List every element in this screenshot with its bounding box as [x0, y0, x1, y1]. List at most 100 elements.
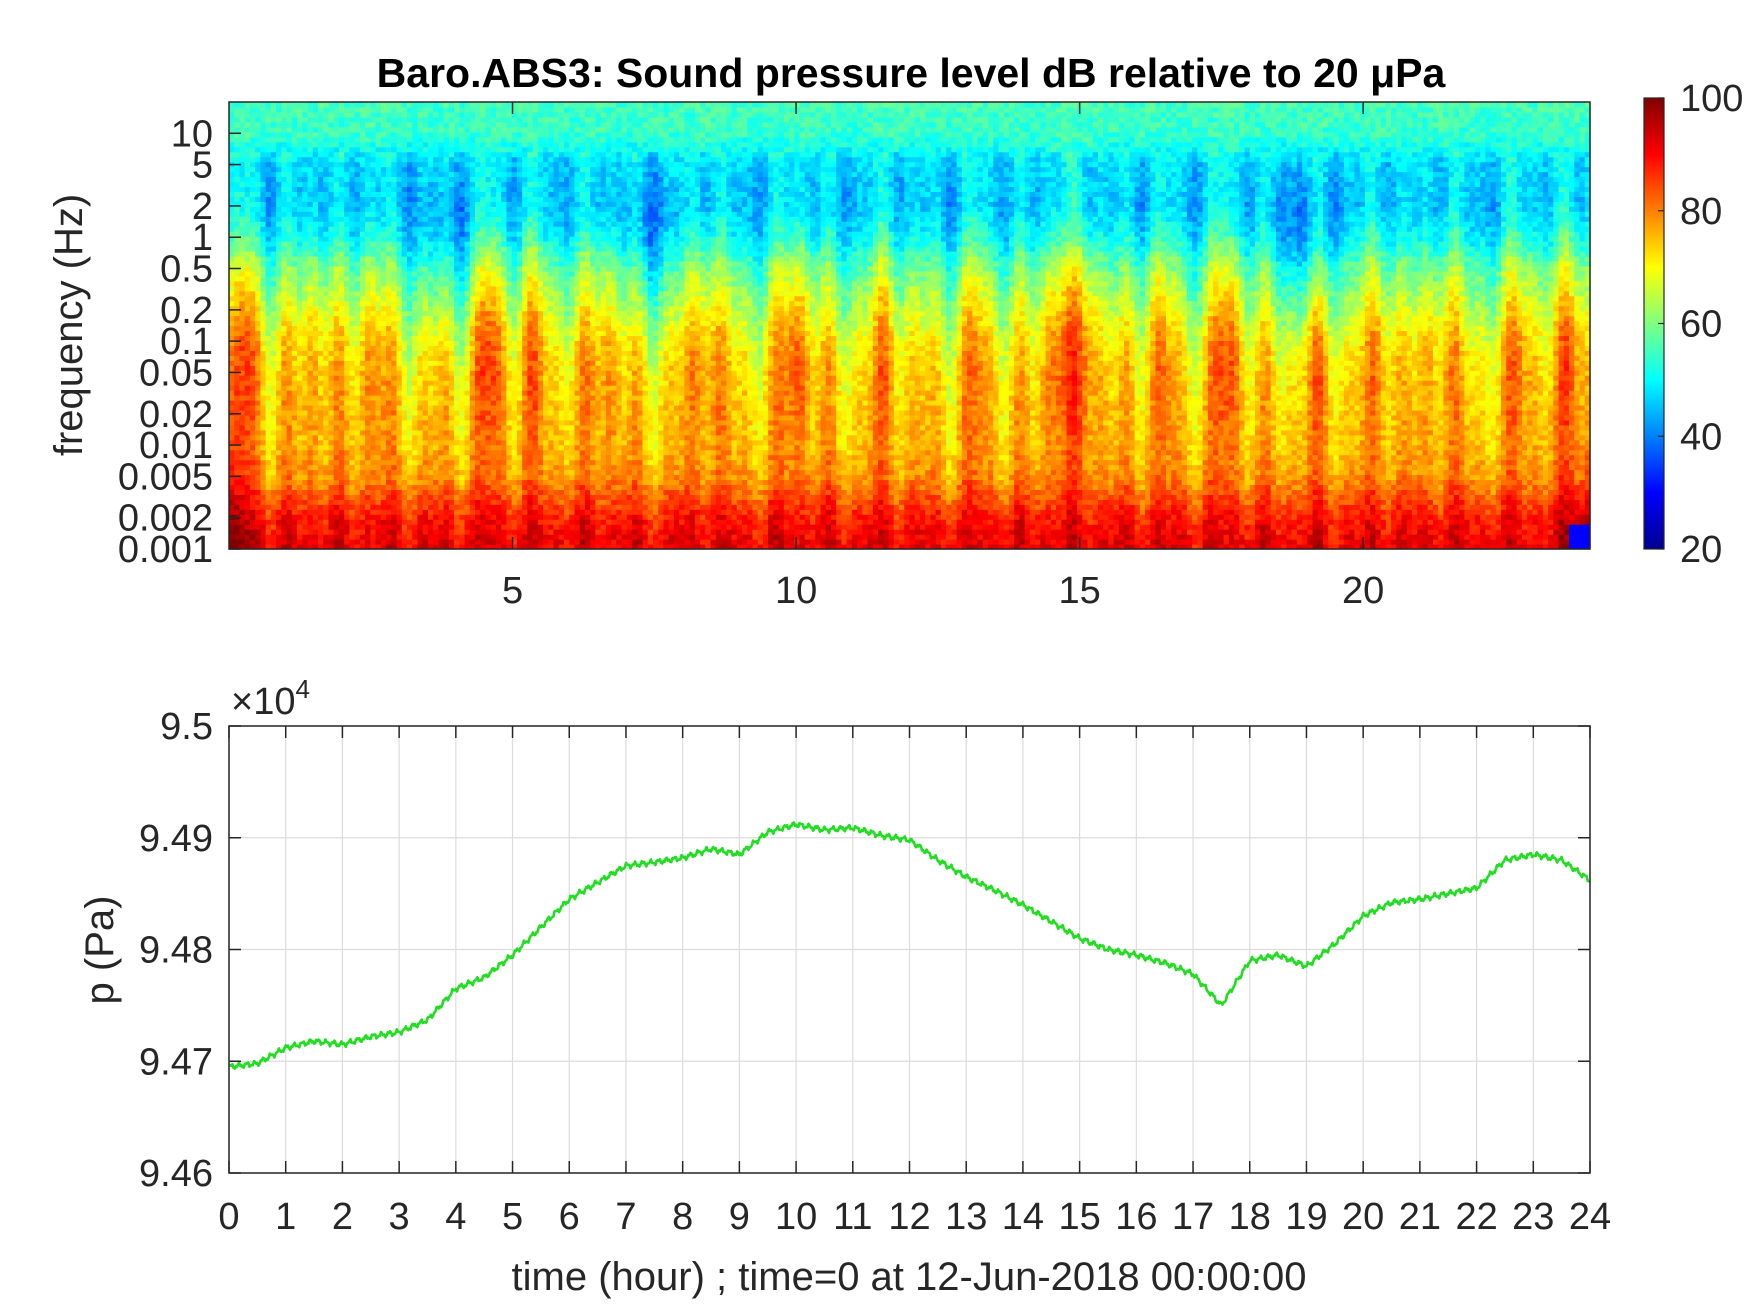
spectrogram-cell — [438, 196, 445, 202]
spectrogram-cell — [344, 191, 350, 197]
spectrogram-cell — [260, 365, 267, 371]
spectrogram-cell — [349, 181, 356, 188]
spectrogram-cell — [354, 211, 361, 217]
spectrogram-cell — [323, 106, 330, 113]
spectrogram-cell — [286, 156, 293, 163]
spectrogram-cell — [380, 539, 387, 545]
spectrogram-cell — [249, 126, 256, 133]
spectrogram-cell — [406, 121, 413, 128]
spectrogram-cell — [370, 544, 377, 550]
spectrogram-cell — [365, 325, 371, 332]
spectrogram-cell — [417, 146, 424, 153]
spectrogram-cell — [485, 106, 492, 113]
spectrogram-cell — [386, 176, 392, 183]
spectrogram-cell — [380, 181, 387, 188]
spectrogram-cell — [255, 534, 261, 540]
spectrogram-cell — [396, 126, 403, 133]
spectrogram-cell — [516, 504, 523, 510]
spectrogram-cell — [433, 270, 439, 277]
spectrogram-cell — [375, 335, 382, 341]
spectrogram-cell — [480, 350, 487, 356]
spectrogram-cell — [391, 275, 398, 282]
spectrogram-cell — [297, 409, 303, 416]
spectrogram-cell — [281, 265, 288, 272]
spectrogram-cell — [464, 310, 471, 317]
spectrogram-cell — [249, 320, 256, 327]
spectrogram-cell — [485, 166, 492, 173]
spectrogram-cell — [417, 454, 424, 461]
spectrogram-cell — [317, 270, 324, 277]
spectrogram-cell — [427, 275, 434, 282]
spectrogram-cell — [317, 106, 324, 113]
spectrogram-cell — [475, 146, 481, 153]
spectrogram-cell — [506, 509, 513, 515]
spectrogram-cell — [485, 102, 492, 108]
spectrogram-cell — [286, 325, 293, 332]
spectrogram-cell — [265, 529, 272, 535]
spectrogram-cell — [396, 400, 403, 406]
spectrogram-cell — [265, 459, 272, 466]
spectrogram-cell — [323, 260, 330, 267]
spectrogram-cell — [380, 400, 387, 406]
spectrogram-cell — [338, 121, 345, 128]
spectrogram-cell — [495, 385, 502, 391]
spectrogram-cell — [422, 385, 429, 391]
spectrogram-cell — [438, 206, 445, 212]
spectrogram-cell — [312, 434, 319, 441]
spectrogram-cell — [260, 350, 267, 356]
spectrogram-cell — [396, 260, 403, 267]
spectrogram-cell — [401, 489, 408, 495]
spectrogram-cell — [359, 365, 366, 371]
spectrogram-cell — [417, 539, 424, 545]
spectrogram-cell — [506, 260, 513, 267]
spectrogram-cell — [239, 504, 246, 510]
spectrogram-cell — [354, 370, 361, 376]
spectrogram-cell — [396, 131, 403, 138]
spectrogram-cell — [270, 454, 277, 461]
spectrogram-cell — [286, 315, 293, 322]
spectrogram-cell — [229, 385, 235, 391]
spectrogram-cell — [249, 295, 256, 302]
spectrogram-cell — [443, 206, 450, 212]
spectrogram-cell — [297, 360, 303, 366]
spectrogram-cell — [475, 315, 481, 322]
spectrogram-cell — [417, 474, 424, 481]
spectrogram-cell — [511, 474, 518, 481]
spectrogram-cell — [422, 156, 429, 163]
spectrogram-cell — [438, 305, 445, 312]
spectrogram-cell — [406, 320, 413, 327]
spectrogram-cell — [464, 126, 471, 133]
spectrogram-cell — [265, 305, 272, 312]
spectrogram-cell — [422, 469, 429, 476]
spectrogram-cell — [270, 166, 277, 173]
spectrogram-cell — [307, 131, 314, 138]
spectrogram-cell — [229, 454, 235, 461]
spectrogram-cell — [511, 295, 518, 302]
spectrogram-cell — [333, 499, 340, 505]
spectrogram-cell — [506, 469, 513, 476]
spectrogram-cell — [391, 424, 398, 431]
spectrogram-cell — [401, 206, 408, 212]
spectrogram-cell — [438, 211, 445, 217]
spectrogram-cell — [365, 216, 371, 222]
spectrogram-cell — [349, 335, 356, 341]
spectrogram-cell — [480, 320, 487, 327]
spectrogram-cell — [516, 320, 523, 327]
spectrogram-cell — [328, 375, 335, 381]
spectrogram-cell — [255, 474, 261, 481]
spectrogram-cell — [448, 166, 455, 173]
spectrogram-cell — [317, 116, 324, 123]
spectrogram-cell — [380, 479, 387, 486]
spectrogram-cell — [386, 395, 392, 401]
spectrogram-cell — [354, 161, 361, 168]
spectrogram-cell — [291, 400, 298, 406]
spectrogram-cell — [354, 295, 361, 302]
spectrogram-cell — [396, 380, 403, 386]
spectrogram-cell — [469, 424, 476, 431]
spectrogram-cell — [464, 519, 471, 525]
spectrogram-cell — [365, 275, 371, 282]
spectrogram-cell — [422, 454, 429, 461]
spectrogram-cell — [297, 285, 303, 292]
spectrogram-cell — [276, 211, 282, 217]
spectrogram-cell — [454, 295, 460, 302]
